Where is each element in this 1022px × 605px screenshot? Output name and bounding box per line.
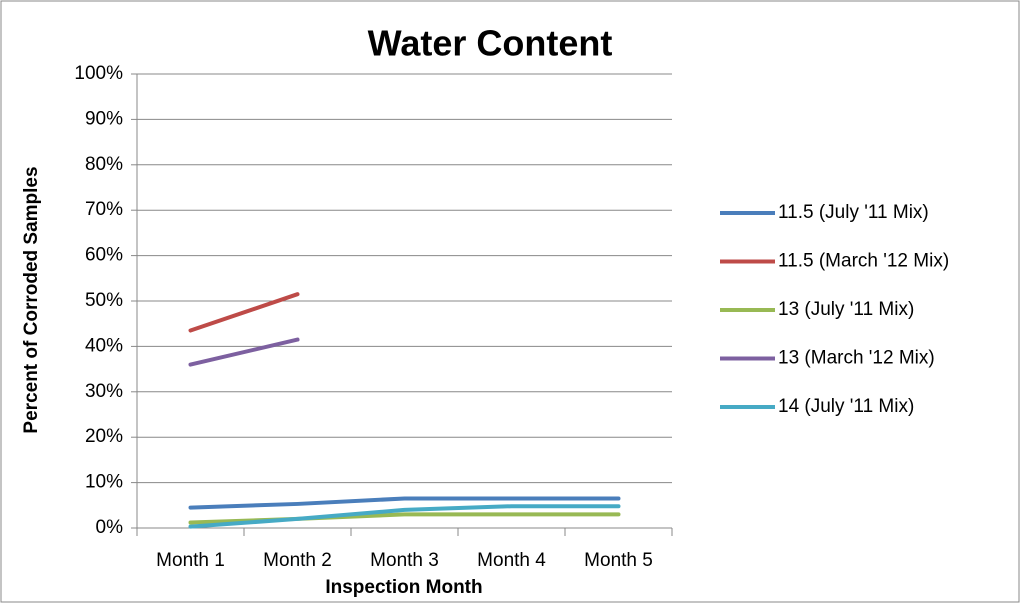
y-tick-label: 60%: [85, 245, 123, 266]
y-tick-label: 10%: [85, 472, 123, 493]
y-tick-label: 50%: [85, 290, 123, 311]
series-line: [188, 292, 300, 333]
legend-label: 11.5 (July '11 Mix): [778, 202, 929, 223]
y-tick-label: 20%: [85, 426, 123, 447]
x-tick-label: Month 2: [263, 550, 332, 571]
series-line: [188, 496, 621, 510]
x-tick-label: Month 1: [156, 550, 225, 571]
y-tick-label: 40%: [85, 335, 123, 356]
legend-label: 14 (July '11 Mix): [778, 396, 914, 417]
x-axis-title: Inspection Month: [325, 577, 482, 598]
x-tick-label: Month 4: [477, 550, 546, 571]
y-tick-label: 100%: [74, 63, 123, 84]
x-tick-label: Month 3: [370, 550, 439, 571]
legend-label: 11.5 (March '12 Mix): [778, 251, 949, 272]
series-line: [188, 504, 621, 529]
y-tick-label: 0%: [96, 517, 124, 538]
chart-title: Water Content: [368, 23, 613, 64]
y-tick-label: 90%: [85, 108, 123, 129]
y-tick-label: 30%: [85, 381, 123, 402]
y-axis-title: Percent of Corroded Samples: [21, 166, 42, 433]
y-tick-label: 80%: [85, 154, 123, 175]
legend-label: 13 (March '12 Mix): [778, 348, 935, 369]
series-line: [188, 337, 300, 367]
x-tick-label: Month 5: [584, 550, 653, 571]
y-tick-label: 70%: [85, 199, 123, 220]
legend-label: 13 (July '11 Mix): [778, 299, 914, 320]
